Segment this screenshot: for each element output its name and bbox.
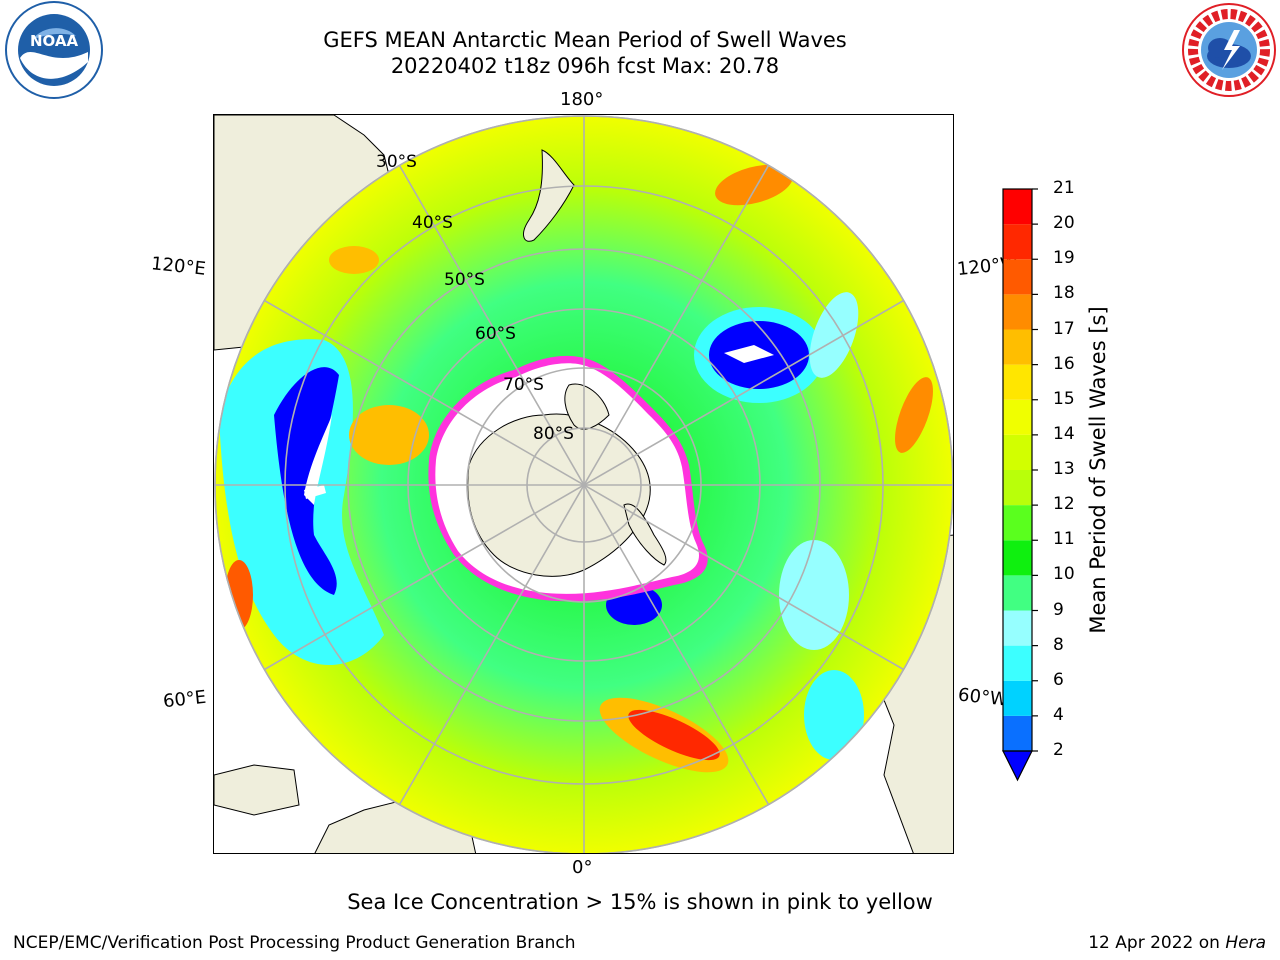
colorbar-band (1003, 259, 1032, 295)
colorbar-band (1003, 434, 1032, 470)
lon-label-60e: 60°E (162, 686, 208, 713)
lat-label-50s: 50°S (444, 270, 485, 290)
colorbar-band (1003, 505, 1032, 541)
colorbar-band (1003, 470, 1032, 506)
colorbar-extend-arrow (1002, 750, 1033, 782)
colorbar-tick-label: 2 (1053, 740, 1064, 760)
colorbar-band (1003, 680, 1032, 716)
colorbar-tick-label: 15 (1053, 388, 1075, 409)
colorbar-band (1003, 364, 1032, 400)
colorbar-tick-label: 13 (1053, 459, 1075, 479)
colorbar-band (1003, 294, 1032, 330)
chart-title: GEFS MEAN Antarctic Mean Period of Swell… (323, 28, 847, 52)
nws-logo (1182, 3, 1276, 97)
colorbar-tick-label: 8 (1053, 634, 1064, 655)
colorbar-tick-label: 10 (1053, 564, 1075, 585)
footer-credit: NCEP/EMC/Verification Post Processing Pr… (13, 933, 576, 953)
lat-label-60s: 60°S (475, 324, 516, 344)
map-canvas (214, 115, 953, 853)
colorbar-band (1003, 610, 1032, 646)
colorbar-band (1003, 224, 1032, 260)
colorbar-tick-label: 4 (1053, 704, 1064, 725)
noaa-logo: NOAA (5, 1, 103, 99)
footer-host: Hera (1225, 933, 1266, 953)
colorbar (1002, 188, 1038, 782)
lat-label-80s: 80°S (533, 424, 574, 444)
colorbar-band (1003, 399, 1032, 435)
polar-map (213, 114, 954, 854)
colorbar-band (1003, 575, 1032, 611)
meridian-line (398, 165, 770, 805)
colorbar-bands (1003, 189, 1032, 751)
lon-label-0: 0° (572, 857, 593, 878)
new-zealand (523, 149, 575, 242)
colorbar-tick-label: 18 (1053, 283, 1075, 304)
footer-date: 12 Apr 2022 on Hera (1088, 933, 1266, 953)
colorbar-tick-label: 9 (1053, 599, 1064, 620)
sea-ice-note: Sea Ice Concentration > 15% is shown in … (347, 890, 933, 914)
antarctica (428, 355, 708, 602)
colorbar-title: Mean Period of Swell Waves [s] (1086, 306, 1110, 634)
colorbar-tick-label: 19 (1053, 248, 1075, 269)
colorbar-tick-label: 11 (1053, 529, 1075, 550)
colorbar-tick-label: 21 (1053, 178, 1075, 198)
swell-period-field (215, 116, 953, 853)
noaa-logo-text: NOAA (30, 32, 79, 50)
colorbar-tick-label: 14 (1053, 423, 1075, 444)
footer-date-text: 12 Apr 2022 on (1088, 933, 1226, 953)
colorbar-ticks (1032, 188, 1038, 752)
map-boundary (214, 115, 953, 853)
lon-label-120e: 120°E (150, 253, 207, 280)
colorbar-band (1003, 540, 1032, 576)
lat-label-30s: 30°S (376, 152, 417, 172)
colorbar-band (1003, 189, 1032, 225)
colorbar-tick-label: 12 (1053, 494, 1075, 515)
chart-subtitle: 20220402 t18z 096h fcst Max: 20.78 (390, 54, 780, 78)
colorbar-band (1003, 329, 1032, 365)
colorbar-band (1003, 645, 1032, 681)
lat-label-70s: 70°S (503, 375, 544, 395)
colorbar-tick-label: 20 (1053, 213, 1075, 234)
lon-label-180: 180° (560, 89, 604, 110)
colorbar-tick-label: 16 (1053, 353, 1075, 374)
colorbar-tick-label: 6 (1053, 669, 1064, 690)
colorbar-band (1003, 715, 1032, 751)
lat-label-40s: 40°S (412, 213, 453, 233)
colorbar-tick-label: 17 (1053, 318, 1075, 339)
